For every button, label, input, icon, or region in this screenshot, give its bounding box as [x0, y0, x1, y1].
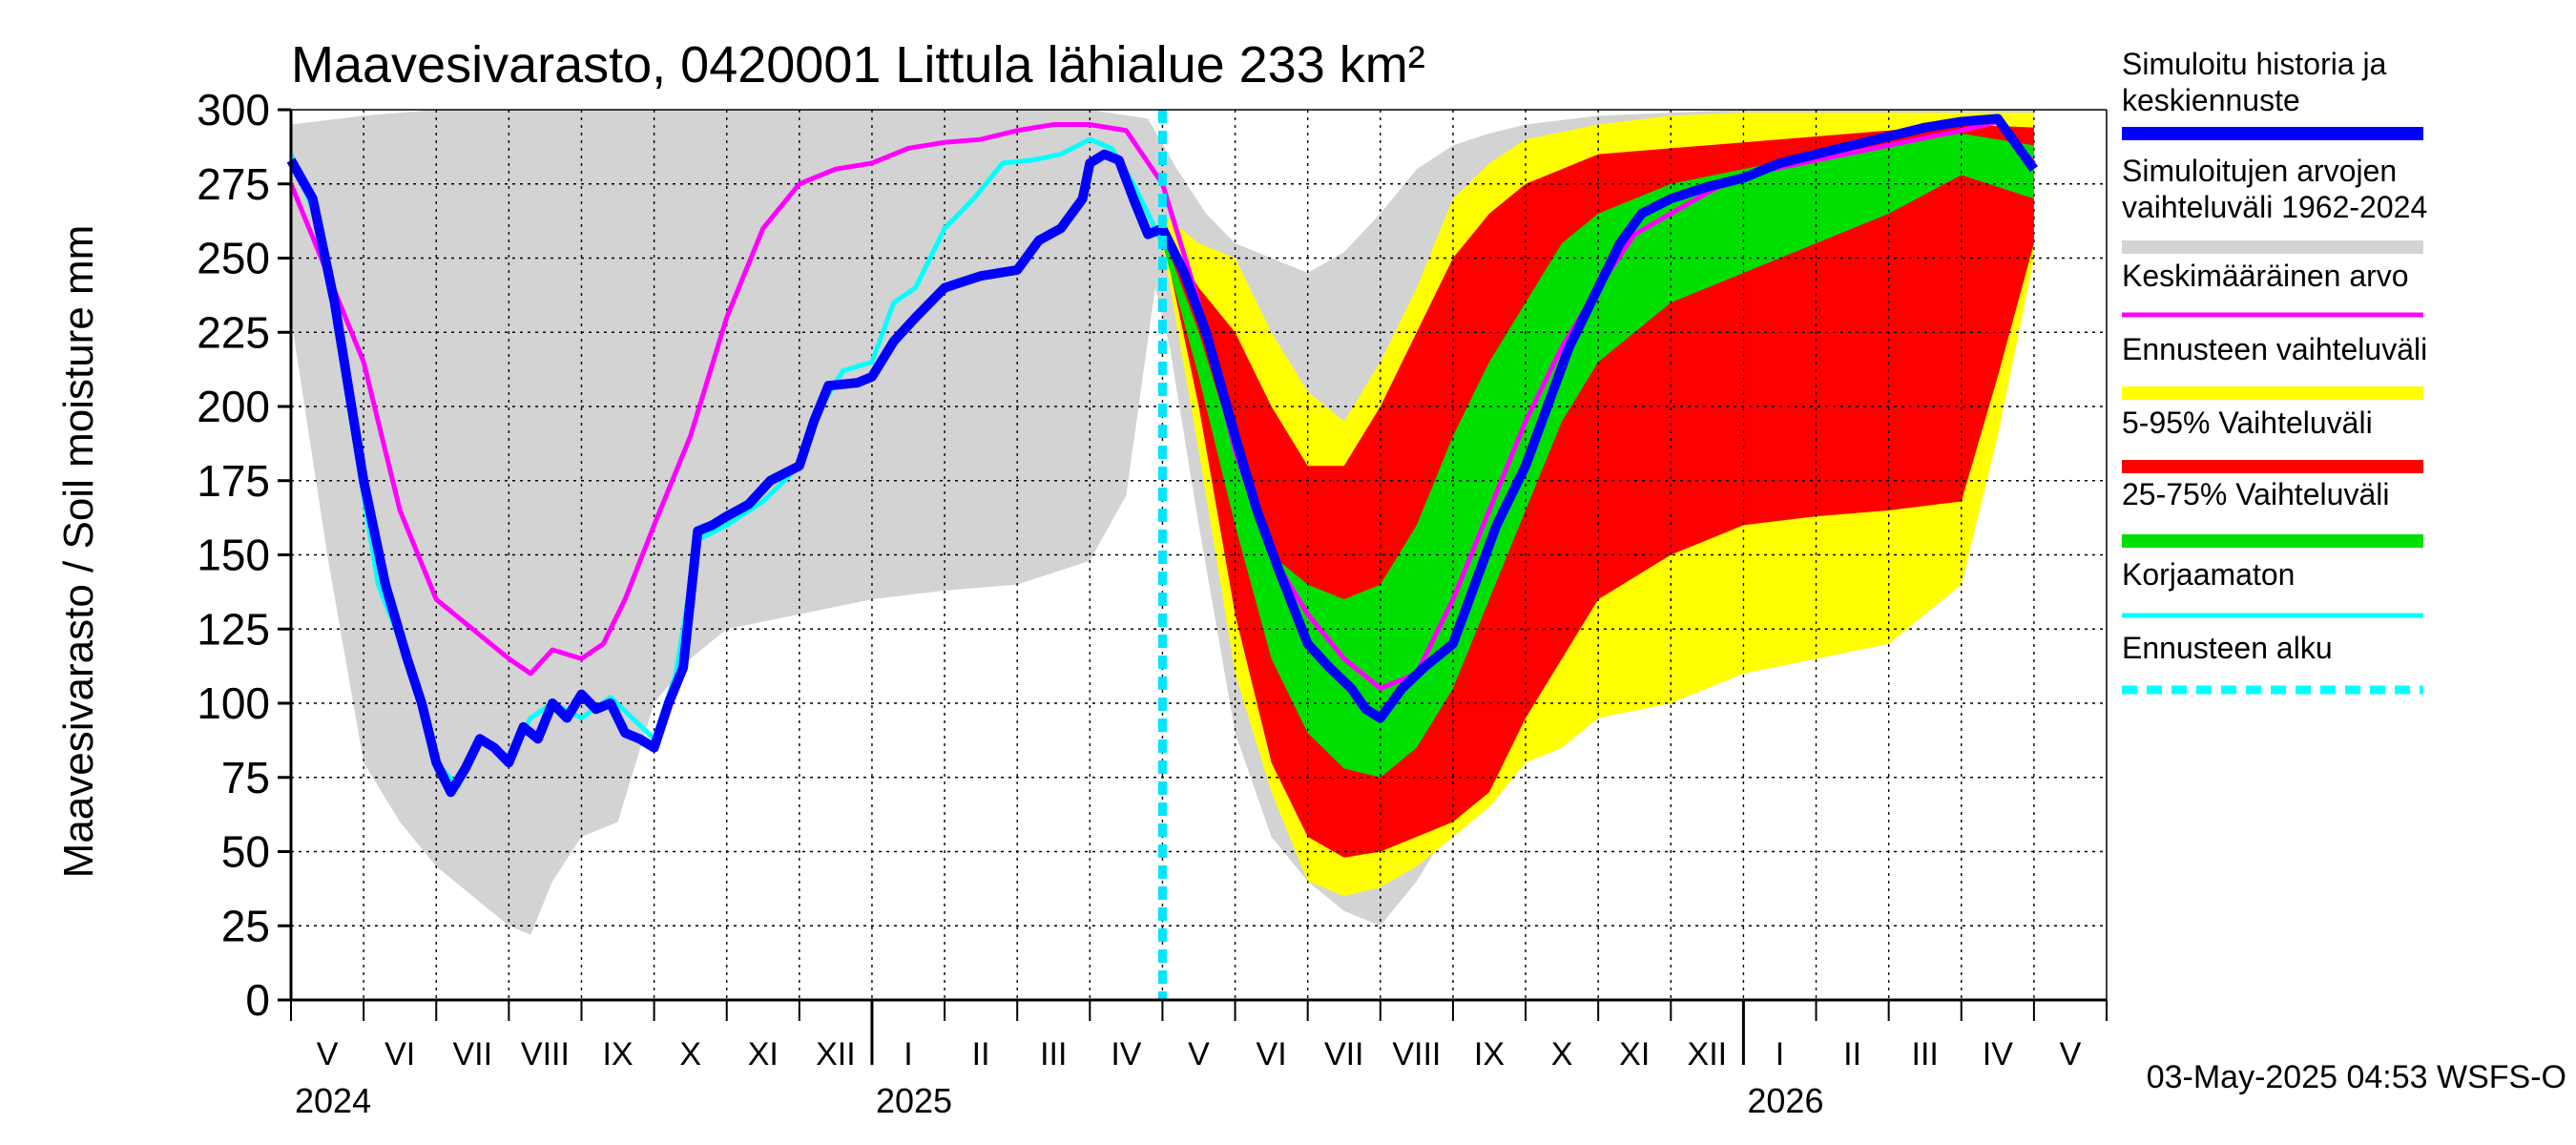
month-label: VIII	[1392, 1036, 1441, 1072]
month-label: XII	[816, 1036, 856, 1072]
legend-label: 25-75% Vaihteluväli	[2122, 477, 2389, 511]
band-p25-75	[1162, 133, 2034, 778]
legend-label: Simuloitujen arvojen vaihteluväli 1962-20…	[2122, 154, 2427, 224]
month-label: I	[1776, 1036, 1784, 1072]
year-label: 2024	[295, 1081, 371, 1120]
y-tick-label: 175	[197, 456, 270, 506]
month-label: III	[1912, 1036, 1939, 1072]
legend-item-simuloitujen-arvojen-vaihteluv-li-1962-2024: Simuloitujen arvojen vaihteluväli 1962-20…	[2122, 154, 2427, 254]
year-label: 2025	[876, 1081, 952, 1120]
series-line-korjaamaton	[288, 136, 1165, 789]
month-label: IV	[1983, 1036, 2013, 1072]
month-label: VIII	[521, 1036, 570, 1072]
chart-title: Maavesivarasto, 0420001 Littula lähialue…	[291, 36, 1425, 94]
y-tick-label: 125	[197, 604, 270, 654]
y-tick-label: 25	[221, 901, 270, 950]
legend-item-5-95-vaihteluv-li: 5-95% Vaihteluväli	[2122, 406, 2423, 473]
month-label: VII	[453, 1036, 493, 1072]
month-label: II	[972, 1036, 990, 1072]
y-tick-label: 100	[197, 678, 270, 728]
month-label: XII	[1688, 1036, 1728, 1072]
y-tick-label: 250	[197, 234, 270, 283]
month-label: V	[2060, 1036, 2082, 1072]
legend-item-25-75-vaihteluv-li: 25-75% Vaihteluväli	[2122, 477, 2423, 548]
legend-item-keskim-r-inen-arvo: Keskimääräinen arvo	[2122, 259, 2423, 318]
series-line-simuloitu-historia-ja-keskiennuste	[286, 114, 2038, 798]
month-label: IV	[1111, 1036, 1141, 1072]
month-label: VI	[384, 1036, 415, 1072]
month-label: X	[1551, 1036, 1573, 1072]
year-label: 2026	[1747, 1081, 1823, 1120]
chart-lines	[286, 110, 2038, 1000]
y-tick-label: 225	[197, 307, 270, 357]
month-label: V	[1188, 1036, 1210, 1072]
month-label: VII	[1324, 1036, 1364, 1072]
legend-label: Korjaamaton	[2122, 557, 2295, 592]
legend-label: Ennusteen vaihteluväli	[2122, 332, 2427, 366]
month-label: XI	[748, 1036, 779, 1072]
series-line-keskim-r-inen-arvo	[288, 118, 2036, 691]
y-tick-label: 200	[197, 382, 270, 431]
month-label: I	[904, 1036, 912, 1072]
legend: Simuloitu historia ja keskiennuste Simuloi…	[2122, 47, 2427, 695]
legend-item-korjaamaton: Korjaamaton	[2122, 557, 2423, 618]
legend-label: Keskimääräinen arvo	[2122, 259, 2409, 293]
chart-grid	[291, 110, 2107, 1000]
y-tick-label: 50	[221, 827, 270, 877]
month-label: X	[679, 1036, 701, 1072]
y-tick-label: 300	[197, 85, 270, 135]
month-label: III	[1040, 1036, 1067, 1072]
legend-item-ennusteen-vaihteluv-li: Ennusteen vaihteluväli	[2122, 332, 2427, 400]
y-tick-label: 75	[221, 753, 270, 802]
month-label: IX	[1474, 1036, 1505, 1072]
legend-item-simuloitu-historia-ja-keskiennuste: Simuloitu historia ja keskiennuste	[2122, 47, 2423, 140]
month-label: IX	[602, 1036, 633, 1072]
month-label: VI	[1257, 1036, 1287, 1072]
y-tick-label: 0	[245, 975, 270, 1025]
legend-item-ennusteen-alku: Ennusteen alku	[2122, 631, 2423, 695]
legend-label: 5-95% Vaihteluväli	[2122, 406, 2373, 440]
footer-timestamp: 03-May-2025 04:53 WSFS-O	[2147, 1059, 2566, 1095]
legend-label: Simuloitu historia ja keskiennuste	[2122, 47, 2387, 117]
month-label: XI	[1619, 1036, 1650, 1072]
legend-label: Ennusteen alku	[2122, 631, 2333, 665]
month-label: V	[317, 1036, 339, 1072]
y-tick-label: 150	[197, 531, 270, 580]
month-label: II	[1843, 1036, 1861, 1072]
y-tick-label: 275	[197, 159, 270, 209]
y-axis-label: Maavesivarasto / Soil moisture mm	[55, 225, 102, 879]
